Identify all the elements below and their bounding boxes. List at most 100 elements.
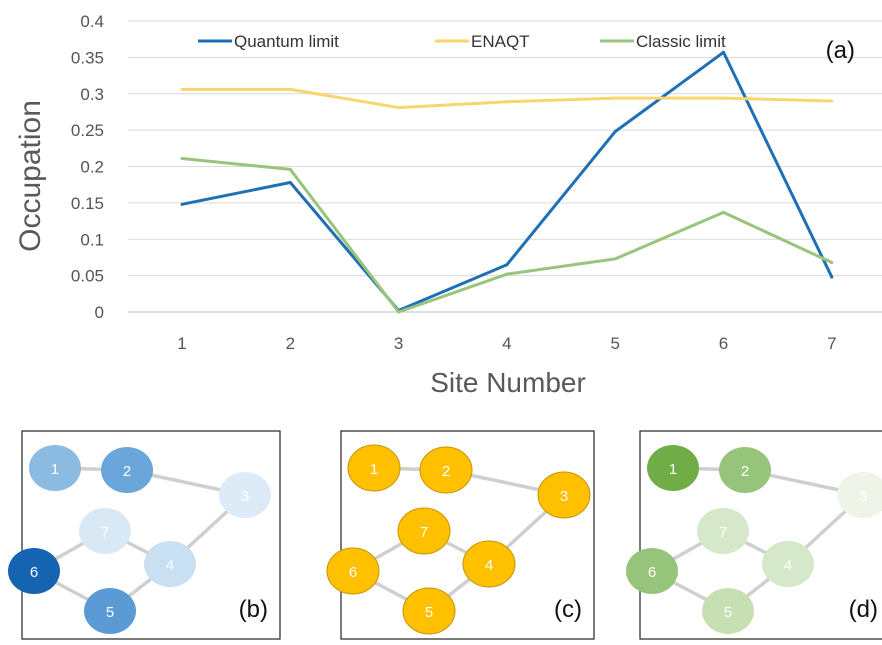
legend-label: Classic limit bbox=[636, 32, 726, 51]
node-label: 2 bbox=[741, 463, 749, 480]
node-label: 7 bbox=[101, 524, 109, 541]
network-node-3 bbox=[537, 471, 591, 519]
y-tick-label: 0.3 bbox=[80, 85, 104, 104]
node-label: 4 bbox=[784, 557, 792, 574]
data-point bbox=[180, 87, 184, 91]
node-label: 5 bbox=[106, 604, 114, 621]
network-node-2 bbox=[419, 446, 473, 494]
y-tick-label: 0 bbox=[95, 303, 104, 322]
x-tick-label: 3 bbox=[394, 334, 403, 353]
y-axis-title: Occupation bbox=[14, 100, 47, 252]
network-node-5 bbox=[402, 587, 456, 635]
node-label: 1 bbox=[669, 461, 677, 478]
panel-label: (c) bbox=[554, 596, 582, 623]
data-point bbox=[722, 96, 725, 100]
node-label: 5 bbox=[724, 604, 732, 621]
node-label: 1 bbox=[51, 461, 59, 478]
series-line-3 bbox=[181, 157, 833, 314]
x-tick-label: 5 bbox=[610, 334, 619, 353]
y-tick-label: 0.4 bbox=[80, 12, 104, 31]
x-tick-label: 1 bbox=[177, 334, 186, 353]
legend: Quantum limit ENAQT Classic limit bbox=[198, 32, 726, 51]
x-tick-labels: 1 2 3 4 5 6 7 bbox=[177, 334, 836, 353]
data-point bbox=[613, 96, 617, 100]
network-node-2 bbox=[101, 447, 153, 493]
panel-label: (d) bbox=[849, 596, 878, 623]
data-point bbox=[180, 156, 184, 160]
network-node-6 bbox=[626, 548, 678, 594]
x-axis-title: Site Number bbox=[430, 367, 586, 398]
network-node-4 bbox=[144, 541, 196, 587]
data-point bbox=[613, 257, 617, 261]
node-label: 7 bbox=[420, 524, 428, 541]
y-tick-label: 0.05 bbox=[71, 267, 104, 286]
node-label: 5 bbox=[425, 604, 433, 621]
node-label: 6 bbox=[30, 564, 38, 581]
data-point bbox=[613, 130, 617, 134]
network-node-1 bbox=[29, 445, 81, 491]
data-point bbox=[505, 263, 509, 267]
network-node-7 bbox=[397, 507, 451, 555]
data-point bbox=[397, 310, 401, 314]
y-tick-label: 0.2 bbox=[80, 158, 104, 177]
y-tick-labels: 0 0.05 0.1 0.15 0.2 0.25 0.3 0.35 0.4 bbox=[71, 12, 104, 322]
y-tick-label: 0.15 bbox=[71, 194, 104, 213]
grid-lines bbox=[128, 20, 882, 313]
legend-label: Quantum limit bbox=[234, 32, 339, 51]
y-tick-label: 0.35 bbox=[71, 48, 104, 67]
x-tick-label: 4 bbox=[502, 334, 511, 353]
network-node-4 bbox=[462, 540, 516, 588]
data-point bbox=[288, 87, 292, 91]
data-point bbox=[288, 181, 292, 185]
network-node-7 bbox=[79, 508, 131, 554]
node-label: 3 bbox=[560, 488, 568, 505]
node-label: 2 bbox=[442, 463, 450, 480]
network-node-5 bbox=[84, 588, 136, 634]
x-tick-label: 6 bbox=[719, 334, 728, 353]
data-point bbox=[830, 275, 834, 279]
y-tick-label: 0.25 bbox=[71, 121, 104, 140]
node-label: 7 bbox=[719, 524, 727, 541]
network-node-2 bbox=[719, 447, 771, 493]
network-node-1 bbox=[647, 445, 699, 491]
series-line-2 bbox=[182, 87, 832, 110]
panel-label: (b) bbox=[239, 596, 268, 623]
data-point bbox=[830, 99, 834, 103]
node-label: 4 bbox=[166, 557, 174, 574]
node-label: 6 bbox=[349, 564, 357, 581]
chart-panel-label: (a) bbox=[826, 37, 855, 64]
network-panel-1: 1 2 3 4 5 6 7 (b) bbox=[8, 430, 281, 640]
data-point bbox=[722, 210, 725, 214]
network-node-1 bbox=[347, 444, 401, 492]
series-line-1 bbox=[181, 50, 834, 313]
network-node-3 bbox=[837, 472, 882, 518]
line-chart: 0 0.05 0.1 0.15 0.2 0.25 0.3 0.35 0.4 1 2 3 4 5 6 7 Oc… bbox=[14, 12, 882, 398]
data-point bbox=[397, 106, 401, 110]
data-point bbox=[722, 50, 725, 54]
data-point bbox=[505, 272, 509, 276]
network-node-3 bbox=[219, 472, 271, 518]
node-label: 2 bbox=[123, 463, 131, 480]
data-point bbox=[830, 261, 834, 265]
node-label: 4 bbox=[485, 557, 493, 574]
node-label: 3 bbox=[859, 488, 867, 505]
x-tick-label: 7 bbox=[827, 334, 836, 353]
network-node-7 bbox=[697, 508, 749, 554]
data-point bbox=[288, 167, 292, 171]
y-tick-label: 0.1 bbox=[80, 230, 104, 249]
data-point bbox=[505, 100, 509, 104]
network-panels: 1 2 3 4 5 6 7 (b) 1 2 3 4 5 6 7 (c) 1 2 3 4 5 6 7 (d) bbox=[8, 430, 882, 640]
node-label: 3 bbox=[241, 488, 249, 505]
network-node-6 bbox=[326, 547, 380, 595]
network-node-4 bbox=[762, 541, 814, 587]
data-point bbox=[180, 202, 184, 206]
network-node-6 bbox=[8, 548, 60, 594]
network-panel-3: 1 2 3 4 5 6 7 (d) bbox=[626, 430, 882, 640]
node-label: 1 bbox=[370, 461, 378, 478]
node-label: 6 bbox=[648, 564, 656, 581]
series-lines bbox=[180, 50, 834, 314]
x-tick-label: 2 bbox=[286, 334, 295, 353]
network-panel-2: 1 2 3 4 5 6 7 (c) bbox=[326, 430, 595, 640]
network-node-5 bbox=[702, 588, 754, 634]
